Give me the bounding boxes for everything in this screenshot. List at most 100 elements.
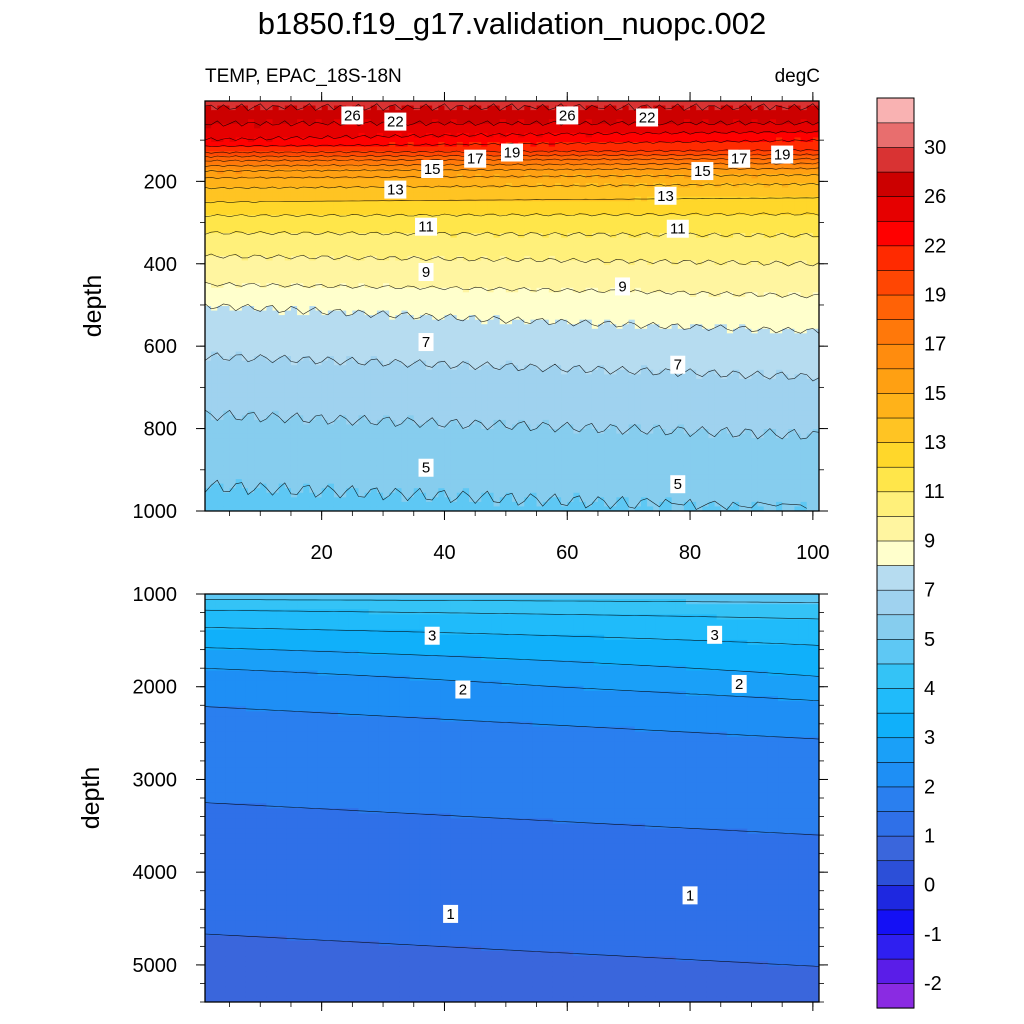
colorbar-tick-label: 0 bbox=[924, 875, 935, 897]
colorbar-swatch bbox=[876, 171, 915, 197]
contour-label: 9 bbox=[418, 263, 434, 282]
contour-label: 3 bbox=[424, 626, 440, 645]
colorbar-tick-label: 22 bbox=[924, 235, 946, 257]
lower-panel-filled-contours bbox=[205, 594, 819, 1002]
upper-y-axis-label: depth bbox=[79, 275, 107, 338]
contour-label: 7 bbox=[670, 355, 686, 374]
contour-label: 3 bbox=[707, 625, 723, 644]
upper-panel-frame bbox=[204, 100, 820, 512]
colorbar-swatch bbox=[876, 909, 915, 935]
colorbar-swatch bbox=[876, 589, 915, 616]
colorbar-swatch bbox=[876, 786, 915, 812]
colorbar-swatch bbox=[876, 933, 915, 960]
colorbar-swatch bbox=[876, 638, 915, 665]
colorbar-swatch bbox=[876, 983, 915, 1009]
contour-label: 19 bbox=[501, 143, 523, 162]
colorbar bbox=[876, 97, 915, 1009]
colorbar-swatch bbox=[876, 835, 915, 862]
contour-label: 2 bbox=[455, 680, 471, 699]
colorbar-tick-label: 1 bbox=[924, 825, 935, 847]
upper-x-tick-label: 80 bbox=[679, 542, 701, 564]
colorbar-swatch bbox=[876, 319, 915, 345]
colorbar-tick-label: -1 bbox=[924, 924, 942, 946]
contour-label: 5 bbox=[418, 458, 434, 477]
colorbar-tick-label: 26 bbox=[924, 186, 946, 208]
colorbar-swatch bbox=[876, 515, 915, 542]
colorbar-swatch bbox=[876, 368, 915, 394]
upper-panel-filled-contours bbox=[205, 101, 819, 511]
colorbar-swatch bbox=[876, 860, 915, 886]
colorbar-swatch bbox=[876, 810, 915, 837]
upper-y-tick-label: 1000 bbox=[133, 501, 178, 523]
colorbar-tick-label: 19 bbox=[924, 285, 946, 307]
lower-panel-ticks: 1000 2000 3000 4000 5000 bbox=[133, 584, 828, 1011]
lower-y-tick-label: 2000 bbox=[133, 677, 178, 699]
lower-y-tick-label: 4000 bbox=[133, 862, 178, 884]
colorbar-swatch bbox=[876, 712, 915, 739]
contour-label: 1 bbox=[443, 904, 459, 923]
colorbar-swatch bbox=[876, 196, 915, 222]
contour-label: 22 bbox=[384, 112, 407, 131]
colorbar-swatch bbox=[876, 97, 915, 124]
contour-label: 11 bbox=[666, 219, 689, 238]
colorbar-swatch bbox=[876, 614, 915, 640]
lower-panel-contour-labels: 3 3 2 2 1 1 bbox=[424, 625, 747, 923]
contour-label: 7 bbox=[418, 333, 434, 352]
lower-y-tick-label: 1000 bbox=[133, 584, 178, 606]
contour-label: 5 bbox=[670, 475, 686, 494]
contour-label: 2 bbox=[731, 674, 747, 693]
variable-label: TEMP, EPAC_18S-18N bbox=[205, 66, 402, 87]
colorbar-tick-label: 13 bbox=[924, 432, 946, 454]
colorbar-swatch bbox=[876, 564, 915, 591]
colorbar-swatch bbox=[876, 491, 915, 517]
upper-x-tick-label: 40 bbox=[433, 542, 455, 564]
lower-y-tick-label: 3000 bbox=[133, 769, 178, 791]
colorbar-tick-label: -2 bbox=[924, 973, 942, 995]
upper-y-tick-label: 400 bbox=[144, 254, 177, 276]
colorbar-swatch bbox=[876, 294, 915, 320]
contour-label: 26 bbox=[341, 106, 364, 125]
colorbar-swatch bbox=[876, 466, 915, 493]
colorbar-tick-label: 5 bbox=[924, 629, 935, 651]
contour-label: 22 bbox=[636, 108, 659, 127]
upper-y-tick-label: 200 bbox=[144, 171, 177, 193]
colorbar-swatch bbox=[876, 245, 915, 271]
contour-label: 13 bbox=[654, 186, 677, 205]
contour-label: 26 bbox=[556, 106, 579, 125]
upper-x-tick-label: 60 bbox=[556, 542, 578, 564]
contour-label: 17 bbox=[728, 149, 751, 168]
upper-y-tick-label: 800 bbox=[144, 419, 177, 441]
lower-y-tick-label: 5000 bbox=[133, 955, 178, 977]
contour-label: 11 bbox=[415, 217, 438, 236]
colorbar-swatch bbox=[876, 122, 915, 148]
colorbar-tick-label: 2 bbox=[924, 776, 935, 798]
colorbar-swatch bbox=[876, 146, 915, 173]
upper-y-tick-label: 600 bbox=[144, 336, 177, 358]
colorbar-swatch bbox=[876, 269, 915, 296]
units-label: degC bbox=[775, 66, 820, 87]
colorbar-swatch bbox=[876, 343, 915, 370]
colorbar-swatch bbox=[876, 220, 915, 247]
colorbar-tick-label: 4 bbox=[924, 678, 935, 700]
contour-label: 1 bbox=[682, 886, 698, 905]
colorbar-swatch bbox=[876, 540, 915, 566]
colorbar-swatch bbox=[876, 417, 915, 443]
colorbar-tick-label: 15 bbox=[924, 383, 946, 405]
colorbar-swatch bbox=[876, 884, 915, 911]
chart-title: b1850.f19_g17.validation_nuopc.002 bbox=[258, 6, 767, 41]
colorbar-tick-label: 3 bbox=[924, 727, 935, 749]
contour-label: 17 bbox=[464, 149, 487, 168]
upper-x-tick-label: 100 bbox=[796, 542, 829, 564]
colorbar-swatch bbox=[876, 737, 915, 763]
contour-label: 13 bbox=[384, 180, 407, 199]
contour-label: 15 bbox=[421, 159, 444, 178]
contour-label: 15 bbox=[691, 162, 714, 181]
colorbar-swatch bbox=[876, 958, 915, 984]
upper-panel-ticks: 20 40 60 80 100 200 400 600 800 1000 bbox=[133, 92, 830, 564]
colorbar-tick-label: 17 bbox=[924, 334, 946, 356]
colorbar-tick-label: 11 bbox=[924, 481, 945, 503]
colorbar-swatch bbox=[876, 687, 915, 714]
contour-label: 19 bbox=[771, 145, 794, 164]
contour-label: 9 bbox=[615, 277, 631, 296]
